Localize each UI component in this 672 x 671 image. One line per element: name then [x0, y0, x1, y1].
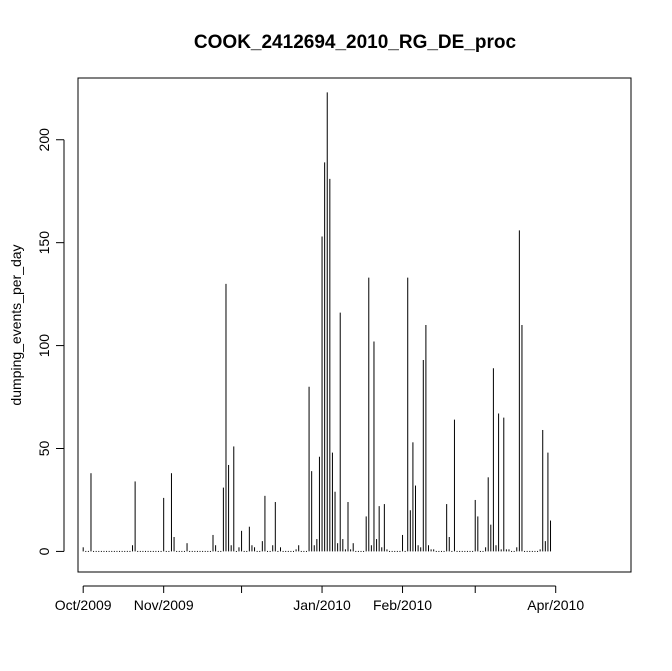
x-tick-label: Nov/2009	[134, 597, 194, 613]
y-tick-label: 150	[36, 231, 52, 255]
y-tick-label: 200	[36, 128, 52, 152]
x-tick-label: Apr/2010	[527, 597, 584, 613]
x-tick-label: Oct/2009	[55, 597, 112, 613]
y-axis: 0 50 100 150 200	[36, 128, 65, 555]
x-tick-label: Feb/2010	[373, 597, 432, 613]
x-tick-label: Jan/2010	[293, 597, 351, 613]
y-axis-label: dumping_events_per_day	[8, 244, 24, 405]
y-tick-label: 100	[36, 334, 52, 358]
chart-title: COOK_2412694_2010_RG_DE_proc	[194, 32, 517, 53]
plot-frame	[77, 77, 632, 573]
x-axis: Oct/2009 Nov/2009 Jan/2010 Feb/2010 Apr/2010	[55, 585, 584, 613]
bars	[82, 92, 552, 552]
y-tick-label: 0	[36, 547, 52, 555]
y-tick-label: 50	[36, 441, 52, 457]
